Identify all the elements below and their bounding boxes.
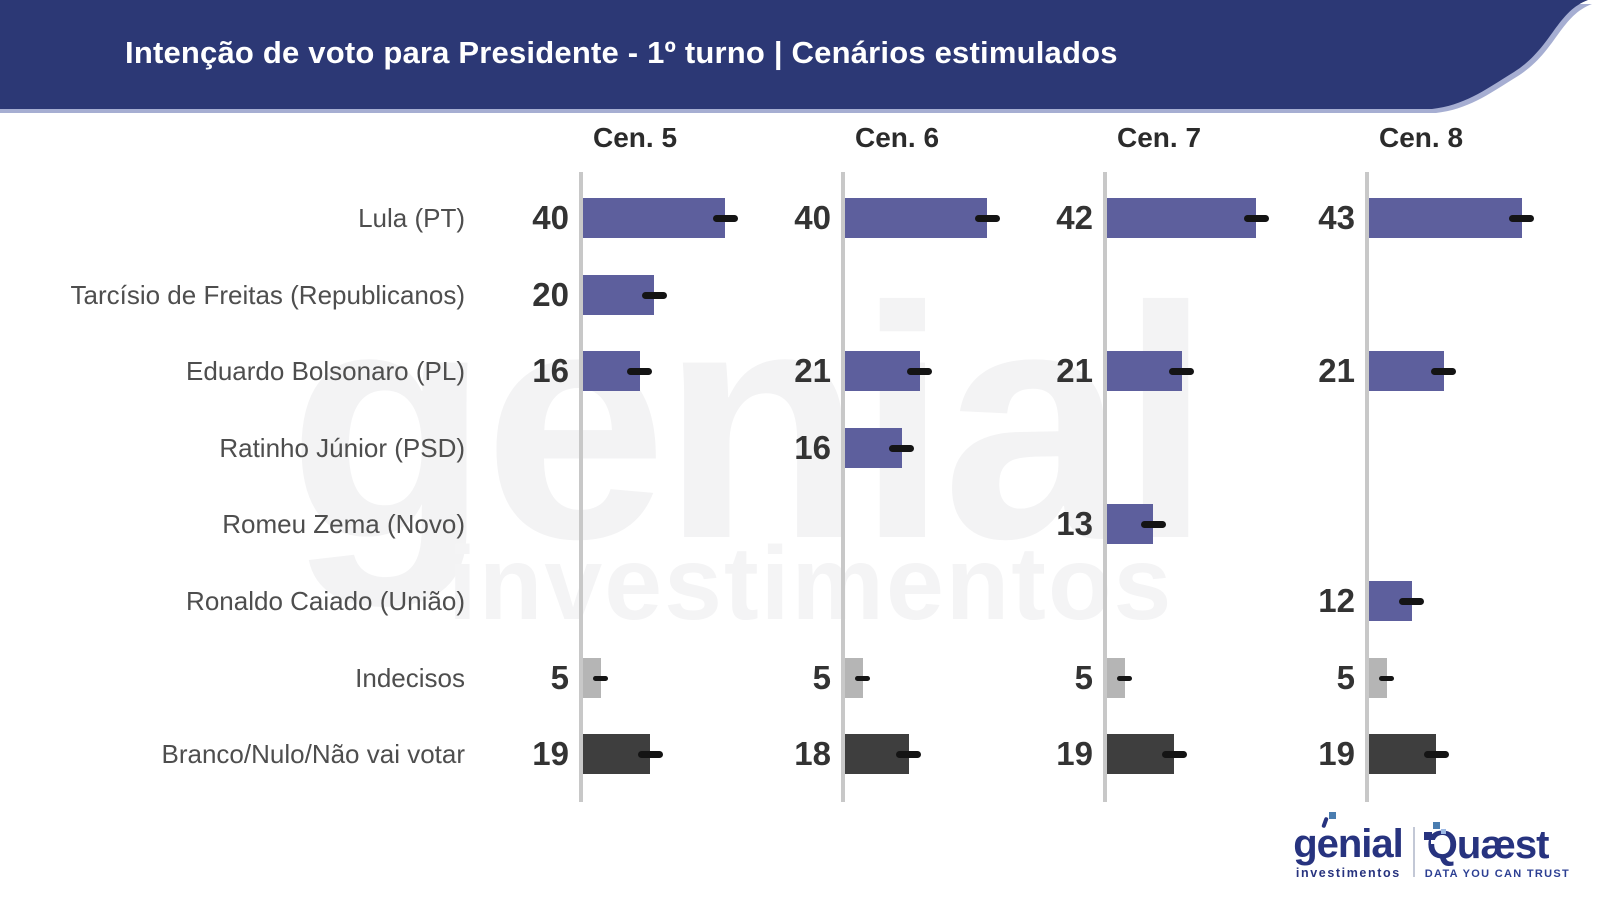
- bar: [1107, 658, 1125, 698]
- error-marker: [974, 214, 1000, 222]
- value-label: 5: [812, 659, 831, 696]
- candidate-label: Ratinho Júnior (PSD): [219, 433, 465, 463]
- bar: [583, 658, 601, 698]
- axis-line: [579, 172, 583, 802]
- candidate-label: Lula (PT): [358, 203, 465, 233]
- error-marker: [855, 675, 871, 681]
- candidate-label: Tarcísio de Freitas (Republicanos): [70, 280, 466, 310]
- candidate-label: Ronaldo Caiado (União): [186, 586, 465, 616]
- value-label: 42: [1056, 199, 1093, 236]
- value-label: 21: [794, 352, 831, 389]
- error-marker: [641, 291, 667, 299]
- footer-logos: genial investimentos Quæst DATA YOU CAN …: [1293, 812, 1570, 880]
- genial-accent-square: [1329, 812, 1337, 819]
- error-marker: [712, 214, 738, 222]
- quaest-pixel-icon: [1423, 831, 1432, 840]
- bar: [1369, 198, 1522, 238]
- quaest-tagline: DATA YOU CAN TRUST: [1424, 867, 1570, 880]
- error-marker: [1117, 675, 1133, 681]
- error-marker: [889, 444, 915, 452]
- value-label: 5: [1336, 659, 1355, 696]
- watermark-genial: genial: [288, 238, 1212, 607]
- error-marker: [907, 367, 933, 375]
- error-marker: [593, 675, 609, 681]
- candidate-label: Romeu Zema (Novo): [222, 509, 465, 539]
- banner-shape: [0, 0, 1588, 109]
- value-label: 40: [532, 199, 569, 236]
- error-marker: [1140, 520, 1166, 528]
- value-label: 16: [532, 352, 569, 389]
- logo-divider: [1412, 827, 1415, 877]
- scenario-header: Cen. 7: [1116, 122, 1202, 153]
- genial-wordmark: genial: [1293, 812, 1404, 864]
- header-banner: [0, 0, 1592, 113]
- bar: [845, 658, 863, 698]
- value-label: 19: [532, 735, 569, 772]
- quaest-pixel-icon: [1440, 828, 1446, 834]
- bar: [583, 198, 725, 238]
- error-marker: [896, 750, 922, 758]
- value-label: 19: [1318, 735, 1355, 772]
- quaest-wordmark: Quæst: [1423, 821, 1570, 865]
- value-label: 40: [794, 199, 831, 236]
- value-label: 18: [794, 735, 831, 772]
- value-label: 5: [1074, 659, 1093, 696]
- error-marker: [1399, 597, 1425, 605]
- scenario-header: Cen. 5: [592, 122, 678, 153]
- quaest-logo: Quæst DATA YOU CAN TRUST: [1423, 821, 1570, 880]
- quaest-pixel-icon: [1432, 821, 1440, 829]
- error-marker: [1169, 367, 1195, 375]
- error-marker: [1509, 214, 1535, 222]
- value-label: 43: [1318, 199, 1355, 236]
- bar: [1369, 658, 1387, 698]
- value-label: 12: [1318, 582, 1355, 619]
- value-label: 19: [1056, 735, 1093, 772]
- candidate-label: Indecisos: [355, 663, 465, 693]
- watermark-investimentos: investimentos: [448, 526, 1174, 642]
- genial-logo: genial investimentos: [1293, 812, 1404, 880]
- candidate-label: Eduardo Bolsonaro (PL): [186, 356, 465, 386]
- value-label: 13: [1056, 505, 1093, 542]
- error-marker: [1161, 750, 1187, 758]
- quaest-pixel-icon: [1430, 839, 1435, 844]
- value-label: 16: [794, 429, 831, 466]
- scenario-header: Cen. 8: [1378, 122, 1464, 153]
- scenario-header: Cen. 6: [854, 122, 940, 153]
- bar: [845, 198, 987, 238]
- axis-line: [1365, 172, 1369, 802]
- error-marker: [1379, 675, 1395, 681]
- genial-subtitle: investimentos: [1295, 866, 1401, 880]
- value-label: 5: [550, 659, 569, 696]
- error-marker: [637, 750, 663, 758]
- error-marker: [627, 367, 653, 375]
- bar: [1107, 198, 1257, 238]
- axis-line: [1103, 172, 1107, 802]
- value-label: 21: [1056, 352, 1093, 389]
- error-marker: [1431, 367, 1457, 375]
- page-title: Intenção de voto para Presidente - 1º tu…: [125, 35, 1118, 70]
- value-label: 20: [532, 276, 569, 313]
- error-marker: [1243, 214, 1269, 222]
- candidate-label: Branco/Nulo/Não vai votar: [161, 739, 465, 769]
- axis-line: [841, 172, 845, 802]
- value-label: 21: [1318, 352, 1355, 389]
- error-marker: [1423, 750, 1449, 758]
